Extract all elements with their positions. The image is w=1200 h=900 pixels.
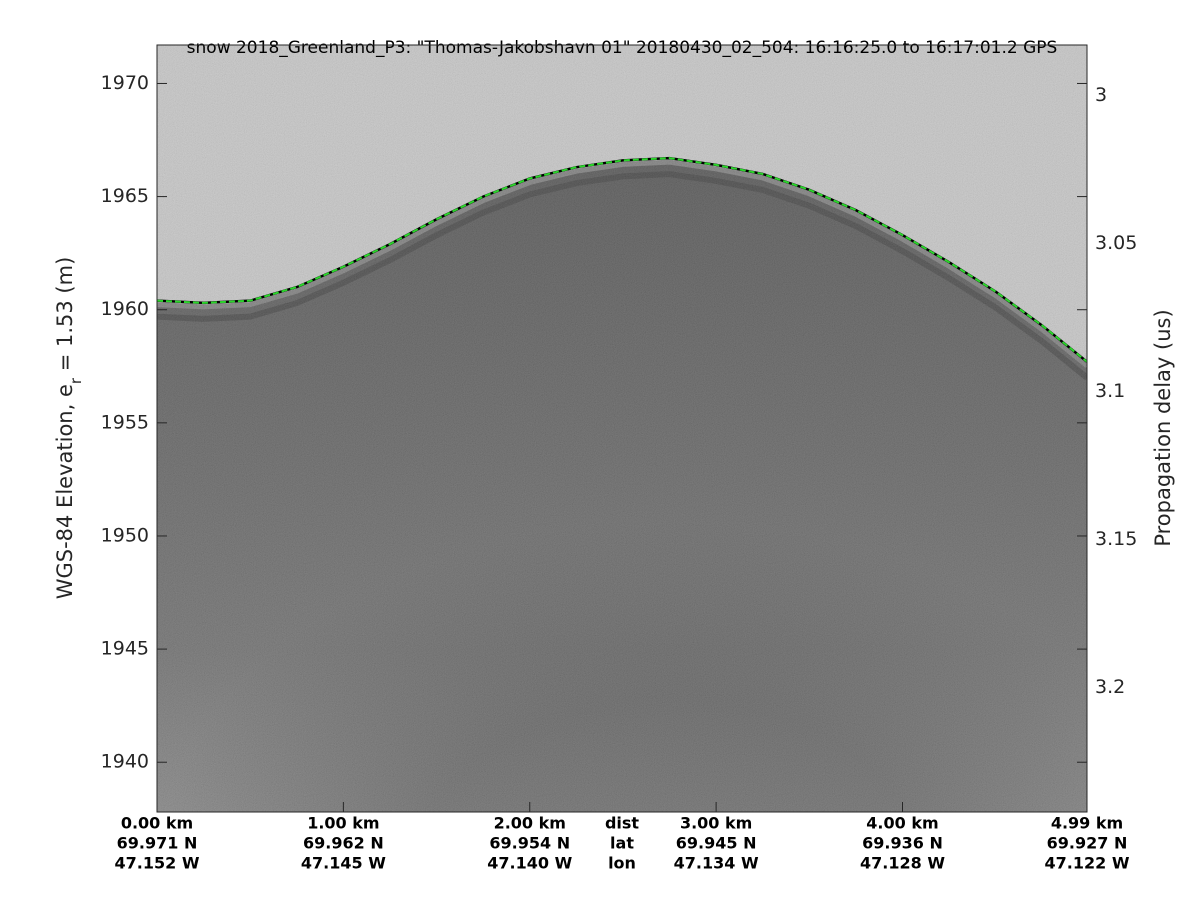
chart-title: snow 2018_Greenland_P3: "Thomas-Jakobsha… <box>187 38 1058 58</box>
x-tick-label: 1.00 km <box>307 814 379 833</box>
y-tick-label: 1970 <box>101 72 149 94</box>
x-tick-lon: 47.122 W <box>1045 854 1130 873</box>
y-axis-label: WGS-84 Elevation, er = 1.53 (m) <box>53 257 85 600</box>
plot-frame <box>156 44 1088 813</box>
x-tick-lat: 69.936 N <box>862 834 943 853</box>
x-row-label: dist <box>605 814 639 833</box>
y2-tick-label: 3 <box>1095 84 1107 106</box>
x-tick-lon: 47.145 W <box>301 854 386 873</box>
y-axis-label-part: = 1.53 (m) <box>53 257 77 378</box>
x-tick-lat: 69.962 N <box>303 834 384 853</box>
y2-tick-label: 3.05 <box>1095 232 1137 254</box>
x-tick-lon: 47.128 W <box>860 854 945 873</box>
x-tick-label: 0.00 km <box>121 814 193 833</box>
y2-tick-label: 3.15 <box>1095 528 1137 550</box>
y-tick-label: 1950 <box>101 524 149 546</box>
y-tick-label: 1960 <box>101 298 149 320</box>
x-tick-lat: 69.945 N <box>676 834 757 853</box>
x-tick-label: 2.00 km <box>494 814 566 833</box>
x-tick-lon: 47.140 W <box>487 854 572 873</box>
y2-axis-label: Propagation delay (us) <box>1151 309 1175 546</box>
x-tick-label: 3.00 km <box>680 814 752 833</box>
y-tick-label: 1940 <box>101 751 149 773</box>
x-row-label: lat <box>610 834 634 853</box>
y-axis-label-part: WGS-84 Elevation, e <box>53 384 77 599</box>
x-tick-lon: 47.152 W <box>115 854 200 873</box>
y-tick-label: 1945 <box>101 638 149 660</box>
surface-line <box>157 157 1087 363</box>
x-tick-label: 4.00 km <box>866 814 938 833</box>
y-tick-label: 1955 <box>101 411 149 433</box>
x-tick-lat: 69.927 N <box>1047 834 1128 853</box>
x-tick-label: 4.99 km <box>1051 814 1123 833</box>
echogram <box>157 45 1087 812</box>
x-tick-lon: 47.134 W <box>674 854 759 873</box>
y-axis-label-sub: r <box>67 377 85 384</box>
y-tick-label: 1965 <box>101 185 149 207</box>
x-tick-lat: 69.954 N <box>489 834 570 853</box>
y2-tick-label: 3.2 <box>1095 676 1125 698</box>
echogram-noise <box>157 45 1087 812</box>
x-tick-lat: 69.971 N <box>117 834 198 853</box>
x-row-label: lon <box>608 854 636 873</box>
y2-tick-label: 3.1 <box>1095 380 1125 402</box>
